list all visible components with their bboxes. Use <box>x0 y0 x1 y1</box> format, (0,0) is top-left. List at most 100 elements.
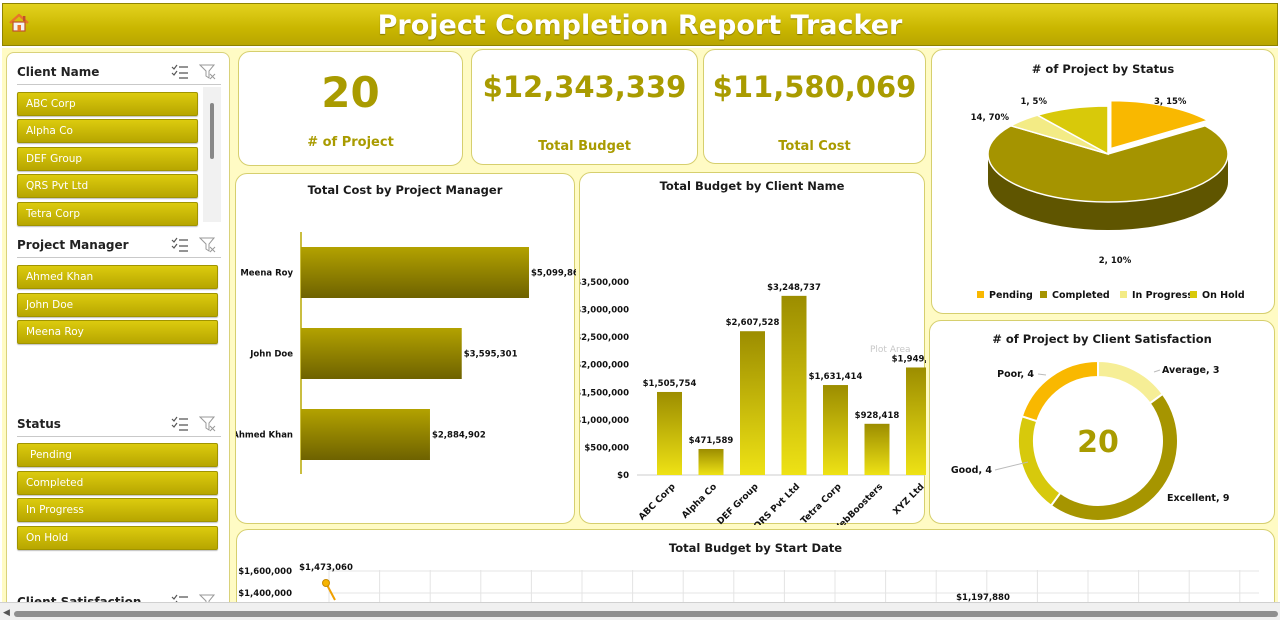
legend-label-in-progress: In Progress <box>1132 290 1193 301</box>
pie-slice-pending <box>1109 99 1210 150</box>
slicer-item-def-group[interactable]: DEF Group <box>17 147 198 171</box>
doughnut-slice-good <box>1017 415 1062 508</box>
multi-select-icon[interactable] <box>171 416 189 432</box>
clear-filter-icon[interactable] <box>199 416 217 432</box>
y-tick-label: $0 <box>617 471 629 481</box>
bar-ahmed-khan <box>301 409 430 460</box>
legend-label-pending: Pending <box>989 290 1033 301</box>
kpi-cost-label: Total Cost <box>778 139 851 154</box>
bar-alpha-co <box>698 448 724 475</box>
dashboard-canvas: Client Name ABC Corp Alpha Co DEF Group … <box>2 48 1278 620</box>
y-tick-label: $2,500,000 <box>580 333 629 343</box>
data-label-completed: 14, 70% <box>971 113 1010 123</box>
horizontal-scroll-thumb[interactable] <box>14 611 1278 617</box>
slicer-item-alpha-co[interactable]: Alpha Co <box>17 119 198 143</box>
data-label-average: Average, 3 <box>1162 365 1220 376</box>
y-tick-label: $2,000,000 <box>580 361 629 371</box>
data-label-john-doe: $3,595,301 <box>464 350 518 360</box>
kpi-cost-value: $11,580,069 <box>712 70 917 104</box>
bar-def-group <box>740 331 765 475</box>
title-banner: Project Completion Report Tracker <box>2 3 1278 46</box>
x-tick-label-tetra-corp: Tetra Corp <box>799 482 844 525</box>
client-name-slicer-header: Client Name <box>17 61 221 85</box>
doughnut-center-value: 20 <box>1077 425 1119 460</box>
y-tick-label: $1,000,000 <box>580 416 629 426</box>
chart-title-start-date: Total Budget by Start Date <box>668 541 843 555</box>
chart-title-status: # of Project by Status <box>1031 62 1175 76</box>
kpi-projects-value: 20 <box>321 68 380 117</box>
kpi-budget-label: Total Budget <box>538 139 631 154</box>
slicer-item-meena-roy[interactable]: Meena Roy <box>17 320 218 344</box>
category-label-john-doe: John Doe <box>249 350 293 360</box>
data-label-good: Good, 4 <box>951 465 993 476</box>
client-slicer-scrollbar[interactable] <box>203 87 221 222</box>
status-slicer-header: Status <box>17 413 221 437</box>
x-tick-label-xyz-ltd: XYZ Ltd <box>892 482 926 517</box>
kpi-budget-value: $12,343,339 <box>482 70 687 104</box>
bar-xyz-ltd <box>906 367 926 475</box>
y-tick-label: $1,400,000 <box>238 589 292 599</box>
doughnut-slice-poor <box>1020 359 1099 423</box>
clear-filter-icon[interactable] <box>199 64 217 80</box>
chart-card-cost-by-pm: Total Cost by Project Manager Meena Roy $… <box>235 173 576 524</box>
data-label-excellent: Excellent, 9 <box>1167 493 1229 504</box>
data-label-qrs-pvt-ltd: $3,248,737 <box>767 283 821 293</box>
bar-qrs-pvt-ltd <box>781 295 807 475</box>
slicer-item-qrs-pvt-ltd[interactable]: QRS Pvt Ltd <box>17 174 198 198</box>
pie-slice-on-hold <box>1035 105 1109 156</box>
slicer-item-in-progress[interactable]: In Progress <box>17 498 218 522</box>
slicer-item-tetra-corp[interactable]: Tetra Corp <box>17 202 198 226</box>
bar-meena-roy <box>301 247 529 298</box>
scroll-thumb[interactable] <box>210 103 214 159</box>
bar-john-doe <box>301 328 462 379</box>
slicer-item-john-doe[interactable]: John Doe <box>17 293 218 317</box>
kpi-projects-label: # of Project <box>307 135 394 150</box>
slicer-item-completed[interactable]: Completed <box>17 471 218 495</box>
cost-by-pm-chart: Meena Roy $5,099,865 John Doe $3,595,301 Ahm… <box>236 232 576 474</box>
project-manager-slicer-header: Project Manager <box>17 234 221 258</box>
slicer-item-pending[interactable]: Pending <box>17 443 218 467</box>
legend-label-on-hold: On Hold <box>1202 290 1245 301</box>
data-label-ahmed-khan: $2,884,902 <box>432 431 486 441</box>
y-tick-label: $1,600,000 <box>238 567 292 577</box>
data-label-meena-roy: $5,099,865 <box>531 269 576 279</box>
client-name-slicer-label: Client Name <box>17 65 100 79</box>
leader-line-poor <box>1037 373 1047 376</box>
legend-swatch-in-progress <box>1120 291 1127 298</box>
budget-by-client-chart: $0 $500,000 $1,000,000 $1,500,000 $2,000,000… <box>580 278 926 525</box>
data-label-pending: 3, 15% <box>1154 97 1187 107</box>
kpi-card-cost: $11,580,069 Total Cost <box>703 49 926 164</box>
multi-select-icon[interactable] <box>171 64 189 80</box>
y-tick-label: $500,000 <box>584 443 629 453</box>
bar-webboosters <box>864 423 890 475</box>
satisfaction-doughnut-chart: 20 Average, 3 Excellent, 9 Good, 4 Poor, 4 <box>951 359 1229 522</box>
chart-card-budget-by-client: Total Budget by Client Name $0 $500,000 $1… <box>579 172 926 525</box>
pie-slice-completed <box>987 124 1229 203</box>
data-label-in-progress: 1, 5% <box>1020 97 1047 107</box>
horizontal-scrollbar[interactable]: ◀ <box>0 602 1280 620</box>
scroll-left-icon[interactable]: ◀ <box>3 608 10 618</box>
x-tick-label-def-group: DEF Group <box>716 482 761 525</box>
chart-title-cost-by-pm: Total Cost by Project Manager <box>307 183 503 197</box>
x-tick-label-alpha-co: Alpha Co <box>680 482 719 521</box>
data-label-on-hold: 2, 10% <box>1099 256 1132 266</box>
legend-label-completed: Completed <box>1052 290 1110 301</box>
leader-line-average <box>1153 369 1161 373</box>
bar-abc-corp <box>657 391 682 475</box>
multi-select-icon[interactable] <box>171 237 189 253</box>
home-icon[interactable] <box>8 12 30 34</box>
data-label-webboosters: $928,418 <box>855 411 900 421</box>
slicer-item-abc-corp[interactable]: ABC Corp <box>17 92 198 116</box>
x-tick-label-abc-corp: ABC Corp <box>637 482 678 523</box>
bar-tetra-corp <box>823 385 848 475</box>
slicer-item-ahmed-khan[interactable]: Ahmed Khan <box>17 265 218 289</box>
status-slicer-label: Status <box>17 417 61 431</box>
clear-filter-icon[interactable] <box>199 237 217 253</box>
y-tick-label: $3,500,000 <box>580 278 629 288</box>
legend-swatch-completed <box>1040 291 1047 298</box>
slicer-item-on-hold[interactable]: On Hold <box>17 526 218 550</box>
chart-card-status: # of Project by Status 3, 15% 14, 70% 1, 5… <box>931 49 1275 314</box>
category-label-meena-roy: Meena Roy <box>240 269 293 279</box>
leader-line-good <box>994 461 1029 471</box>
data-label-abc-corp: $1,505,754 <box>643 379 697 389</box>
